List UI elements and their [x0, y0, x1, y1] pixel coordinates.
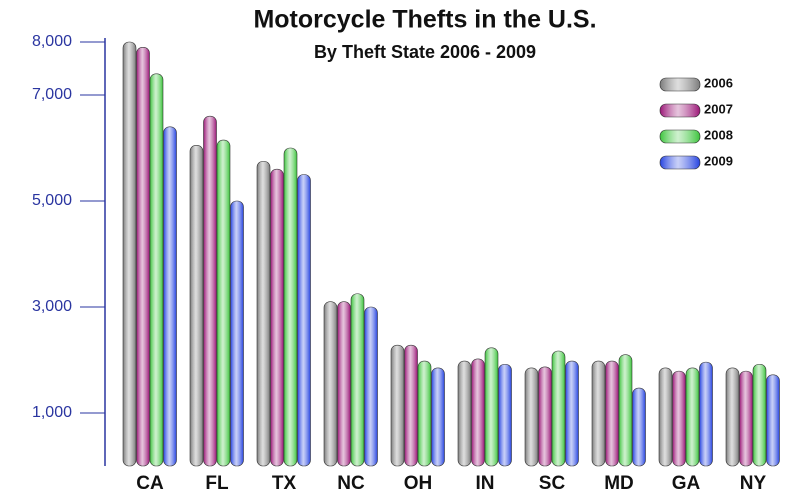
bar — [659, 368, 672, 466]
bar — [633, 388, 646, 466]
bar — [525, 368, 538, 466]
bar — [566, 361, 579, 466]
bar — [499, 364, 512, 466]
chart-title: Motorcycle Thefts in the U.S. — [253, 6, 596, 34]
bar — [432, 368, 445, 466]
x-tick-label: NC — [337, 473, 365, 494]
bar — [365, 307, 378, 466]
bar — [592, 361, 605, 466]
bar — [740, 371, 753, 466]
bar — [539, 367, 552, 466]
y-tick-label: 8,000 — [32, 33, 72, 50]
bar — [726, 368, 739, 466]
bar — [284, 148, 297, 466]
bar — [137, 47, 150, 466]
bar — [257, 161, 270, 466]
x-tick-label: SC — [539, 473, 566, 494]
bar — [324, 302, 337, 466]
y-tick-label: 7,000 — [32, 86, 72, 103]
bar — [338, 302, 351, 466]
legend-label: 2006 — [704, 75, 733, 90]
bar — [767, 375, 780, 466]
x-tick-label: GA — [672, 473, 701, 494]
legend-label: 2009 — [704, 153, 733, 168]
page: {"chart_data": {"type": "bar", "title": … — [0, 0, 791, 500]
bar — [472, 359, 485, 466]
bar — [458, 361, 471, 466]
bar — [485, 348, 498, 466]
x-tick-label: NY — [740, 473, 767, 494]
bar — [619, 355, 632, 466]
bar — [231, 201, 244, 466]
bar — [298, 175, 311, 467]
chart-subtitle: By Theft State 2006 - 2009 — [314, 42, 536, 62]
chart: Motorcycle Thefts in the U.S. By Theft S… — [0, 0, 791, 500]
legend-swatch-shine — [660, 156, 700, 169]
bar — [351, 294, 364, 466]
bar — [271, 169, 284, 466]
legend-label: 2008 — [704, 127, 733, 142]
legend-swatch-shine — [660, 104, 700, 117]
bar — [418, 361, 431, 466]
bar — [405, 345, 418, 466]
bar — [217, 140, 230, 466]
legend-label: 2007 — [704, 101, 733, 116]
bar — [700, 362, 713, 466]
bar — [686, 368, 699, 466]
bar — [123, 42, 136, 466]
bar — [150, 74, 163, 466]
bar — [673, 371, 686, 466]
bar — [606, 361, 619, 466]
x-tick-label: IN — [476, 473, 495, 494]
bar — [391, 345, 404, 466]
bar — [552, 351, 565, 466]
bar — [164, 127, 177, 466]
y-tick-label: 3,000 — [32, 298, 72, 315]
x-tick-label: TX — [272, 473, 297, 494]
bar — [204, 116, 217, 466]
x-tick-label: CA — [136, 473, 164, 494]
y-tick-label: 1,000 — [32, 404, 72, 421]
x-tick-label: OH — [404, 473, 433, 494]
x-tick-label: MD — [604, 473, 634, 494]
legend-swatch-shine — [660, 78, 700, 91]
bar — [190, 145, 203, 466]
bar — [753, 364, 766, 466]
legend: 2006 2007 2008 2009 — [660, 75, 733, 169]
y-tick-label: 5,000 — [32, 192, 72, 209]
legend-swatch-shine — [660, 130, 700, 143]
x-tick-label: FL — [205, 473, 229, 494]
